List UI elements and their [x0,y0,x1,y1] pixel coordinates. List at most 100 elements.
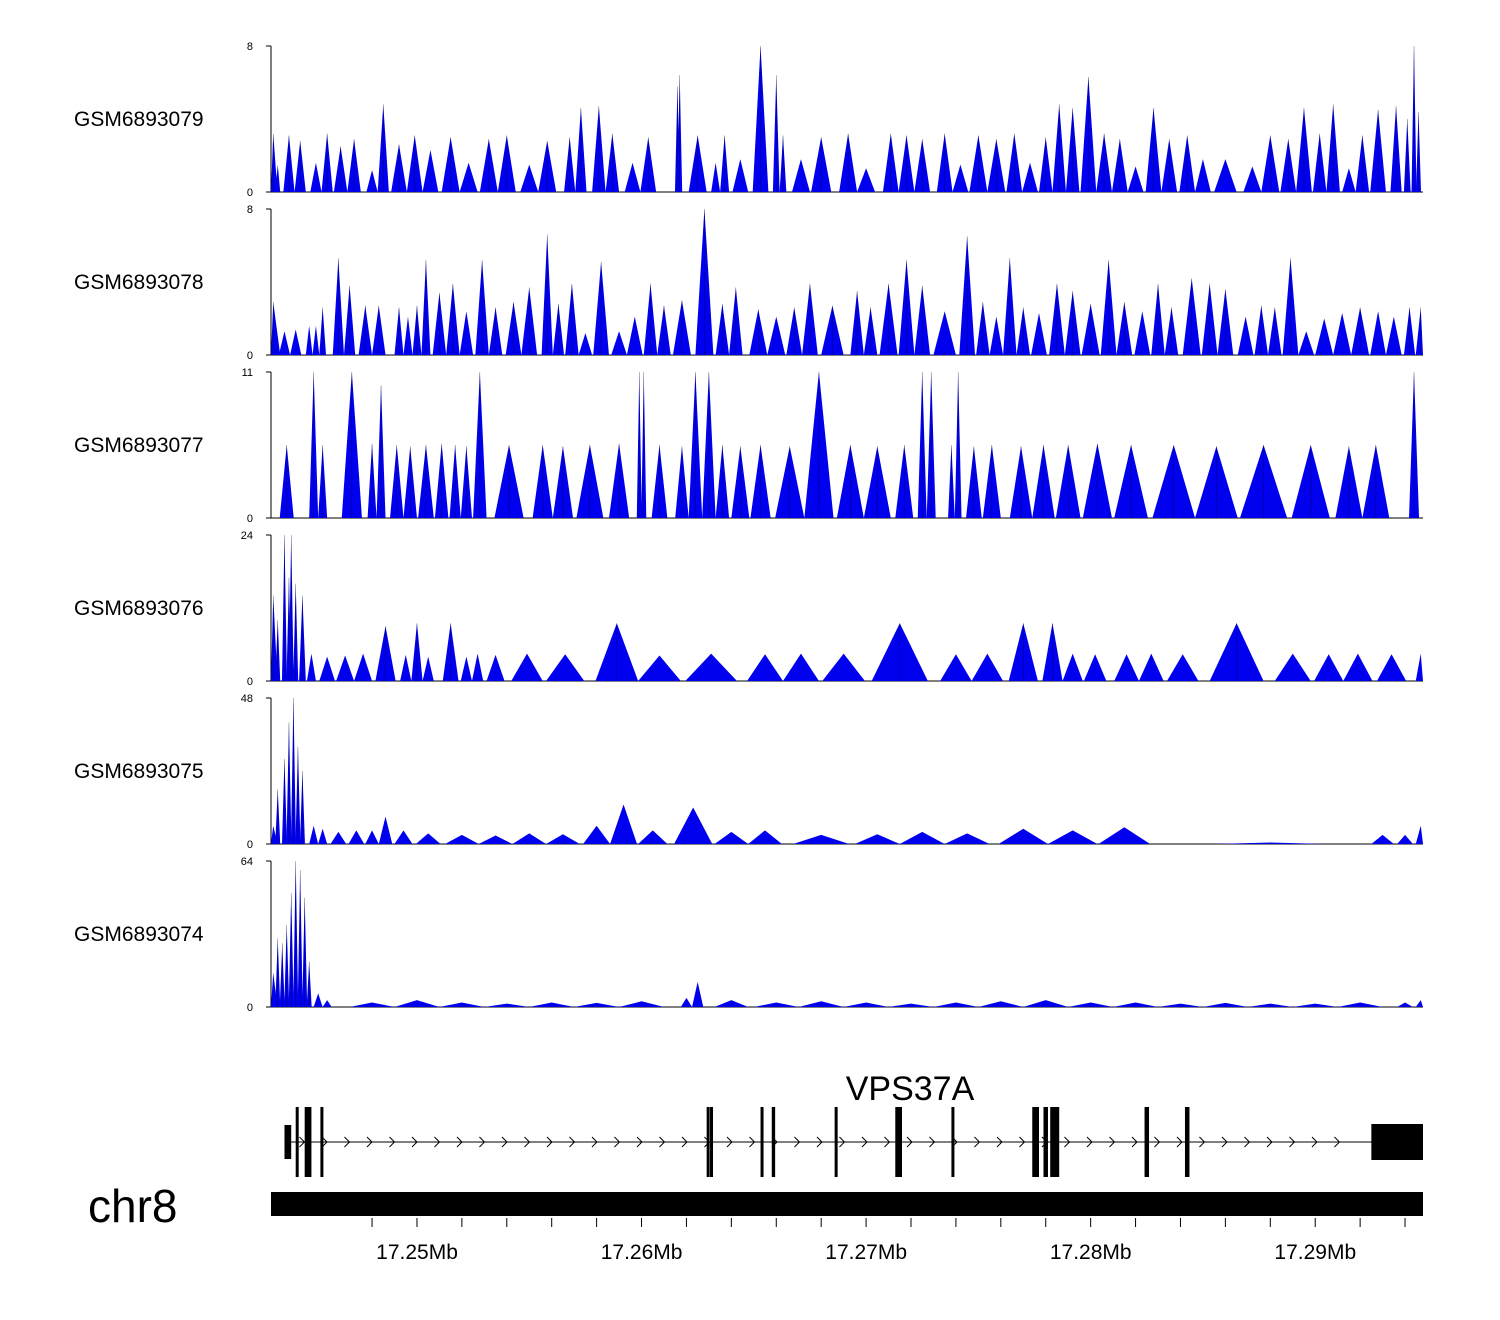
chromosome-label: chr8 [88,1180,177,1232]
strand-arrow [591,1136,598,1148]
track-GSM6893079: GSM6893079 8 0 [74,41,1423,199]
y-axis-max-label: 8 [247,41,253,53]
tick-label: 17.25Mb [376,1241,458,1264]
signal-peak [1062,653,1083,681]
strand-arrow [974,1136,981,1148]
exon [1050,1107,1060,1177]
strand-arrow [726,1136,733,1148]
signal-peak [685,653,737,681]
y-axis-min-label: 0 [247,187,253,199]
strand-arrow [1154,1136,1161,1148]
track-GSM6893078: GSM6893078 8 0 [74,204,1423,362]
signal-peak [349,1002,395,1007]
signal-peak [748,830,782,844]
signal-peak [459,311,474,355]
signal-peak [578,333,593,355]
signal-peak [933,1002,979,1007]
strand-arrow [479,1136,486,1148]
signal-peak [415,833,441,844]
signal-peak [422,150,439,192]
signal-peak [1385,316,1402,355]
chromosome-bar [271,1192,1423,1216]
exon [710,1107,714,1177]
signal-peak [714,831,749,844]
exon [1144,1107,1150,1177]
strand-arrow [816,1136,823,1148]
signal-peak [330,831,347,844]
exon [951,1107,955,1177]
signal-peak [1415,1000,1423,1007]
signal-peak [422,656,434,681]
signal-peak [1415,825,1423,844]
signal-peak [714,1000,749,1007]
gene-name-label: VPS37A [846,1070,975,1108]
strand-arrow [884,1136,891,1148]
strand-arrow [1019,1136,1026,1148]
y-axis-min-label: 0 [247,1002,253,1014]
track-label: GSM6893078 [74,271,204,294]
strand-arrow [681,1136,688,1148]
coverage-area [271,46,1422,192]
signal-peak [1247,1003,1293,1007]
signal-peak [271,595,278,681]
signal-peak [940,654,972,681]
signal-peak [1202,1002,1248,1007]
signal-peak [1342,168,1356,192]
signal-peak [1031,313,1047,355]
track-label: GSM6893076 [74,597,204,620]
signal-peak [793,834,850,844]
signal-peak [674,807,713,844]
signal-peak [478,835,513,844]
y-axis-max-label: 11 [242,367,253,379]
signal-peak [1047,830,1098,844]
signal-peak [305,325,313,355]
y-axis-min-label: 0 [247,839,253,851]
strand-arrow [906,1136,913,1148]
signal-peak [460,656,472,681]
signal-peak [952,164,969,192]
strand-arrow [321,1136,328,1148]
strand-arrow [411,1136,418,1148]
signal-peak [944,833,990,844]
signal-peak [365,830,379,844]
exon [706,1107,710,1177]
signal-peak [611,331,627,355]
strand-arrow [456,1136,463,1148]
signal-peak [486,654,505,681]
strand-arrow [1064,1136,1071,1148]
signal-peak [1337,1002,1383,1007]
signal-peak [1127,166,1144,192]
exon [295,1107,299,1177]
signal-peak [619,1001,664,1007]
signal-tracks: GSM689307980GSM689307880GSM6893077110GSM… [74,41,1423,1014]
genome-axis: 17.25Mb 17.26Mb 17.27Mb 17.28Mb 17.29Mb [371,1218,1406,1264]
strand-arrow [996,1136,1003,1148]
signal-peak [546,654,585,681]
strand-arrow [434,1136,441,1148]
signal-peak [732,159,749,192]
tick-label: 17.28Mb [1050,1241,1132,1264]
signal-peak [445,834,479,844]
strand-arrow [839,1136,846,1148]
exon [760,1107,764,1177]
strand-arrow [366,1136,373,1148]
coverage-area [271,209,1423,355]
signal-peak [610,804,638,844]
signal-peak [1158,1003,1203,1007]
track-GSM6893074: GSM6893074 64 0 [74,856,1423,1014]
y-axis-max-label: 24 [241,530,253,542]
signal-peak [471,653,484,681]
signal-peak [290,329,302,355]
signal-peak [1415,307,1423,355]
strand-arrow [1311,1136,1318,1148]
signal-peak [933,311,956,355]
strand-arrow [501,1136,508,1148]
signal-peak [1114,654,1139,681]
signal-peak [1343,653,1373,681]
exon [1371,1124,1423,1160]
exon [834,1107,838,1177]
y-axis-max-label: 8 [247,204,253,216]
strand-arrow [1266,1136,1273,1148]
signal-peak [767,316,786,355]
signal-peak [1023,1000,1069,1007]
